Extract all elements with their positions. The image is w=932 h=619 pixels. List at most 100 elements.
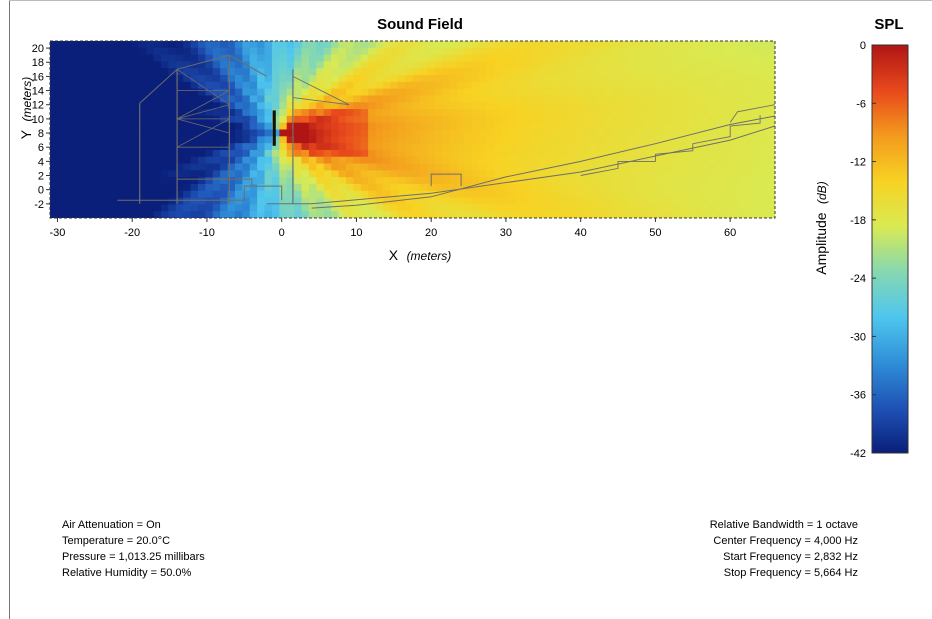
heat-cell xyxy=(123,163,132,171)
heat-cell xyxy=(442,81,451,90)
heat-cell xyxy=(368,149,377,158)
heat-cell xyxy=(316,163,325,171)
heat-cell xyxy=(212,183,221,192)
heat-cell xyxy=(50,211,58,218)
x-axis-label-text: X xyxy=(389,247,399,263)
heat-cell xyxy=(50,95,58,103)
heat-cell xyxy=(64,75,73,83)
heat-cell xyxy=(523,102,532,110)
heat-cell xyxy=(449,95,458,103)
heat-cell xyxy=(72,54,81,63)
heat-cell xyxy=(567,54,576,63)
heat-cell xyxy=(234,47,243,56)
heat-cell xyxy=(634,115,643,124)
heat-cell xyxy=(279,129,288,137)
heat-cell xyxy=(175,129,184,137)
heat-cell xyxy=(419,109,428,117)
heat-cell xyxy=(183,149,192,158)
heat-cell xyxy=(397,211,406,218)
heat-cell xyxy=(582,190,591,199)
heat-cell xyxy=(479,136,488,144)
heat-cell xyxy=(575,163,584,171)
heat-cell xyxy=(715,109,724,117)
heat-cell xyxy=(701,177,710,185)
heat-cell xyxy=(353,143,362,151)
heat-cell xyxy=(656,102,665,110)
heat-cell xyxy=(738,68,747,76)
heat-cell xyxy=(501,149,510,158)
heat-cell xyxy=(175,81,184,90)
heat-cell xyxy=(338,211,347,218)
heat-cell xyxy=(730,190,739,199)
heat-cell xyxy=(508,102,517,110)
heat-cell xyxy=(234,81,243,90)
heat-cell xyxy=(619,122,628,131)
heat-cell xyxy=(508,143,517,151)
heat-cell xyxy=(516,156,525,165)
heat-cell xyxy=(123,68,132,76)
heat-cell xyxy=(752,156,761,165)
heat-cell xyxy=(220,88,229,97)
heat-cell xyxy=(109,61,118,69)
heat-cell xyxy=(486,163,495,171)
heat-cell xyxy=(730,211,739,218)
heat-cell xyxy=(664,109,673,117)
heat-cell xyxy=(294,47,303,56)
heat-cell xyxy=(715,95,724,103)
heat-cell xyxy=(345,68,354,76)
heat-cell xyxy=(686,109,695,117)
heat-cell xyxy=(701,163,710,171)
heat-cell xyxy=(560,102,569,110)
heat-cell xyxy=(345,88,354,97)
colorbar-ticks: 0-6-12-18-24-30-36-42 xyxy=(850,40,876,460)
heat-cell xyxy=(523,129,532,137)
heat-cell xyxy=(375,156,384,165)
heat-cell xyxy=(331,54,340,63)
heat-cell xyxy=(701,136,710,144)
heat-cell xyxy=(686,183,695,192)
colorbar-tick-label: -24 xyxy=(850,273,866,285)
heat-cell xyxy=(360,47,369,56)
heat-cell xyxy=(101,177,110,185)
heat-cell xyxy=(50,68,58,76)
heat-cell xyxy=(582,211,591,218)
heat-cell xyxy=(190,129,199,137)
heat-cell xyxy=(464,149,473,158)
heat-cell xyxy=(456,163,465,171)
heat-cell xyxy=(294,115,303,124)
heat-cell xyxy=(627,170,636,178)
mix-position xyxy=(430,173,462,187)
heat-cell xyxy=(664,54,673,63)
heat-cell xyxy=(212,190,221,199)
heat-cell xyxy=(745,149,754,158)
heat-cell xyxy=(604,204,613,212)
heat-cell xyxy=(345,129,354,137)
heat-cell xyxy=(79,136,88,144)
heat-cell xyxy=(331,204,340,212)
heat-cell xyxy=(590,197,599,205)
heat-cell xyxy=(264,54,273,63)
heat-cell xyxy=(560,41,569,49)
heat-cell xyxy=(101,102,110,110)
heat-cell xyxy=(271,102,280,110)
heat-cell xyxy=(723,163,732,171)
heat-cell xyxy=(308,47,317,56)
heat-cell xyxy=(212,163,221,171)
heat-cell xyxy=(427,54,436,63)
heat-cell xyxy=(456,109,465,117)
heat-cell xyxy=(641,88,650,97)
heat-cell xyxy=(160,163,169,171)
heat-cell xyxy=(183,197,192,205)
heat-cell xyxy=(604,197,613,205)
heat-cell xyxy=(456,197,465,205)
heat-cell xyxy=(560,115,569,124)
heat-cell xyxy=(664,190,673,199)
heat-cell xyxy=(427,61,436,69)
heat-cell xyxy=(183,68,192,76)
y-axis-label-unit: (meters) xyxy=(20,77,34,122)
heat-cell xyxy=(360,143,369,151)
seating-rake xyxy=(311,115,775,209)
heat-cell xyxy=(368,109,377,117)
heat-cell xyxy=(390,122,399,131)
heat-cell xyxy=(271,156,280,165)
